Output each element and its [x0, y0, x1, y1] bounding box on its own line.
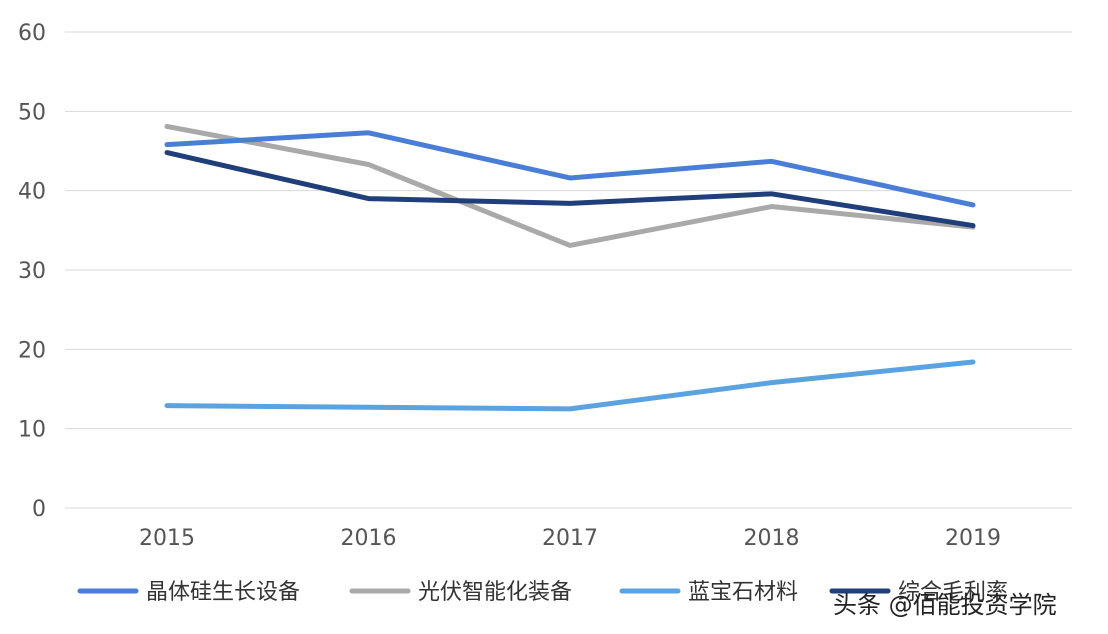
legend: 晶体硅生长设备 光伏智能化装备 蓝宝石材料 综合毛利率	[77, 580, 1008, 605]
watermark-text: 头条 @佰能投资学院	[833, 591, 1057, 619]
legend-label: 晶体硅生长设备	[146, 580, 300, 605]
series-line-2	[164, 123, 976, 248]
series-line-4	[164, 150, 976, 229]
legend-label: 蓝宝石材料	[688, 580, 798, 605]
legend-label: 光伏智能化装备	[418, 580, 572, 605]
x-tick-label: 2017	[542, 526, 598, 551]
y-tick-label: 20	[18, 338, 46, 363]
x-axis-ticks: 2015 2016 2017 2018 2019	[139, 526, 1001, 551]
legend-label: 综合毛利率	[898, 580, 1008, 605]
y-tick-label: 60	[18, 21, 46, 46]
y-tick-label: 30	[18, 259, 46, 284]
series-lines	[164, 123, 976, 412]
series-line-3	[164, 359, 976, 412]
x-tick-label: 2019	[945, 526, 1001, 551]
y-tick-label: 0	[32, 497, 46, 522]
y-tick-label: 50	[18, 100, 46, 125]
y-axis-ticks: 0 10 20 30 40 50 60	[18, 21, 46, 522]
x-tick-label: 2015	[139, 526, 195, 551]
y-tick-label: 40	[18, 180, 46, 205]
y-tick-label: 10	[18, 418, 46, 443]
gridlines	[65, 31, 1072, 509]
x-tick-label: 2016	[341, 526, 397, 551]
x-tick-label: 2018	[744, 526, 800, 551]
series-line-1	[164, 130, 976, 208]
